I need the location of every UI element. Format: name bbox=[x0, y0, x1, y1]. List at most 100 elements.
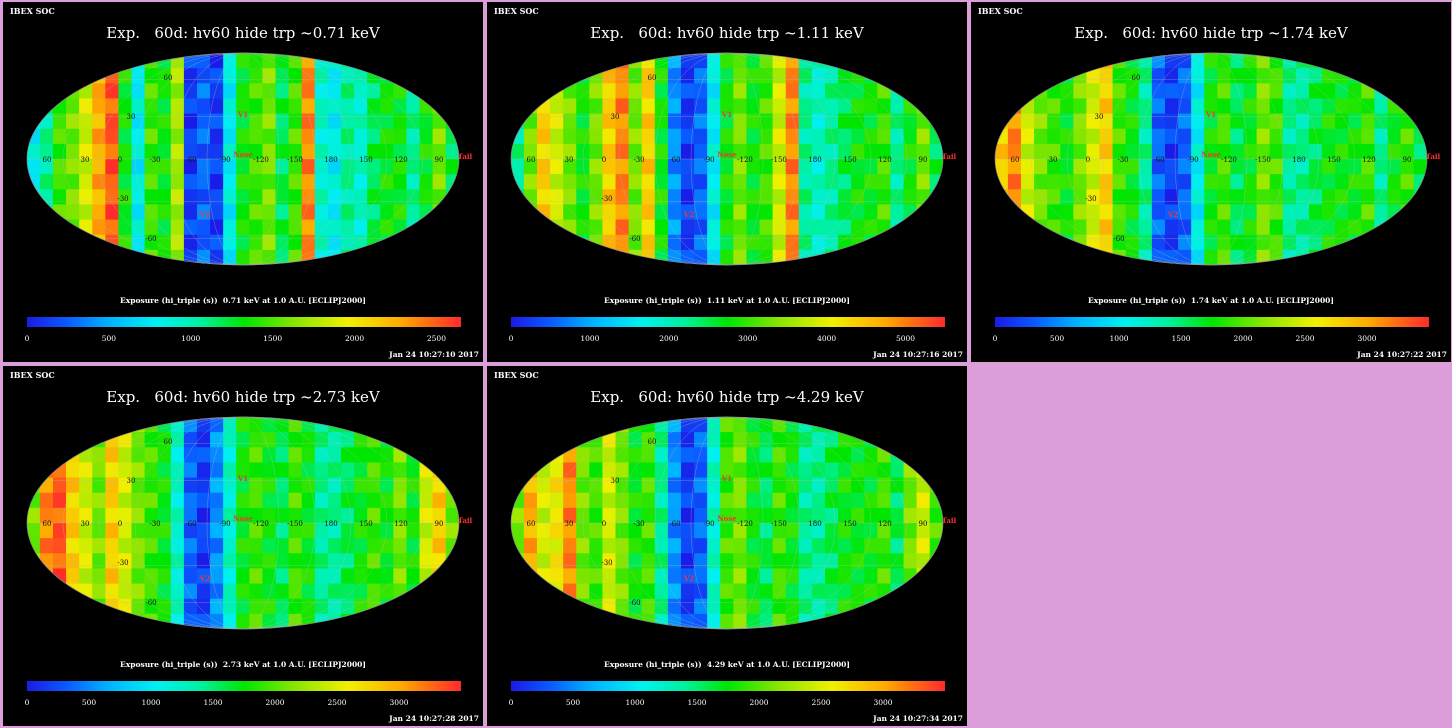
map-cell bbox=[1007, 83, 1022, 99]
map-cell bbox=[654, 523, 669, 539]
map-cell bbox=[929, 568, 943, 584]
map-cell bbox=[223, 598, 237, 615]
map-cell bbox=[196, 143, 211, 160]
colorbar-tick: 500 bbox=[1049, 334, 1065, 343]
map-cell bbox=[1387, 98, 1402, 114]
longitude-label: -150 bbox=[287, 156, 303, 164]
longitude-label: -90 bbox=[703, 520, 714, 528]
map-cell bbox=[929, 53, 943, 69]
map-cell bbox=[1348, 53, 1362, 69]
map-cell bbox=[929, 143, 943, 160]
map-cell bbox=[785, 53, 800, 69]
map-cell bbox=[667, 174, 682, 190]
map-cell bbox=[903, 462, 918, 478]
map-cell bbox=[1060, 98, 1074, 114]
map-cell bbox=[432, 568, 447, 584]
map-cell bbox=[406, 204, 420, 220]
map-cell bbox=[903, 568, 918, 584]
map-cell bbox=[1191, 204, 1205, 220]
map-cell bbox=[589, 523, 603, 539]
map-cell bbox=[144, 568, 159, 584]
map-cell bbox=[223, 613, 237, 629]
map-cell bbox=[1374, 249, 1388, 265]
map-cell bbox=[301, 204, 316, 220]
map-cell bbox=[66, 598, 80, 615]
map-cell bbox=[523, 538, 538, 554]
longitude-label: 60 bbox=[43, 156, 52, 164]
map-cell bbox=[1034, 68, 1048, 84]
map-cell bbox=[1256, 113, 1271, 130]
map-cell bbox=[811, 204, 826, 220]
map-cell bbox=[929, 219, 943, 236]
map-cell bbox=[39, 249, 54, 265]
map-cell bbox=[511, 462, 525, 478]
map-cell bbox=[79, 492, 93, 509]
map-cell bbox=[210, 477, 224, 494]
map-cell bbox=[628, 219, 643, 236]
map-cell bbox=[1164, 53, 1179, 69]
colorbar-tick: 0 bbox=[24, 334, 30, 343]
map-cell bbox=[419, 53, 434, 69]
map-cell bbox=[157, 204, 172, 220]
marker-nose: Nose bbox=[233, 514, 253, 523]
map-cell bbox=[367, 113, 381, 130]
map-cell bbox=[824, 159, 839, 175]
map-cell bbox=[746, 538, 760, 554]
map-cell bbox=[393, 219, 407, 236]
map-cell bbox=[1413, 68, 1427, 84]
map-cell bbox=[602, 113, 616, 130]
map-cell bbox=[680, 53, 695, 69]
map-cell bbox=[864, 583, 878, 600]
marker-tail: Tail bbox=[1426, 152, 1441, 161]
map-cell bbox=[1361, 249, 1375, 265]
map-cell bbox=[536, 249, 551, 265]
map-cell bbox=[367, 174, 381, 190]
map-cell bbox=[39, 234, 54, 251]
map-cell bbox=[785, 462, 800, 478]
map-cell bbox=[196, 462, 211, 478]
map-cell bbox=[798, 492, 813, 509]
map-cell bbox=[550, 68, 564, 84]
map-cell bbox=[249, 538, 263, 554]
map-cell bbox=[105, 219, 119, 236]
map-cell bbox=[1047, 53, 1061, 69]
map-cell bbox=[877, 204, 891, 220]
map-cell bbox=[66, 189, 80, 205]
map-cell bbox=[39, 568, 54, 584]
colorbar-tick: 1500 bbox=[687, 698, 707, 707]
map-cell bbox=[327, 432, 342, 448]
map-cell bbox=[772, 553, 787, 569]
map-cell bbox=[105, 204, 119, 220]
map-cell bbox=[680, 159, 695, 175]
map-cell bbox=[340, 492, 355, 509]
map-cell bbox=[628, 68, 643, 84]
map-cell bbox=[419, 417, 434, 433]
longitude-label: -30 bbox=[149, 156, 160, 164]
map-cell bbox=[1112, 189, 1127, 205]
map-cell bbox=[367, 204, 381, 220]
map-cell bbox=[720, 204, 734, 220]
map-cell bbox=[367, 53, 381, 69]
map-cell bbox=[236, 598, 250, 615]
map-cell bbox=[445, 249, 459, 265]
map-cell bbox=[340, 219, 355, 236]
map-cell bbox=[301, 174, 316, 190]
map-cell bbox=[79, 204, 93, 220]
map-cell bbox=[1361, 113, 1375, 130]
map-cell bbox=[223, 143, 237, 160]
map-cell bbox=[27, 189, 41, 205]
map-cell bbox=[694, 143, 708, 160]
map-cell bbox=[1400, 174, 1415, 190]
map-cell bbox=[223, 83, 237, 99]
map-cell bbox=[746, 174, 760, 190]
map-cell bbox=[602, 174, 616, 190]
map-cell bbox=[903, 598, 918, 615]
map-cell bbox=[589, 143, 603, 160]
map-cell bbox=[1308, 128, 1323, 145]
map-cell bbox=[432, 462, 447, 478]
map-cell bbox=[380, 219, 394, 236]
map-cell bbox=[1269, 174, 1284, 190]
map-cell bbox=[1413, 249, 1427, 265]
map-cell bbox=[680, 613, 695, 629]
map-cell bbox=[445, 613, 459, 629]
